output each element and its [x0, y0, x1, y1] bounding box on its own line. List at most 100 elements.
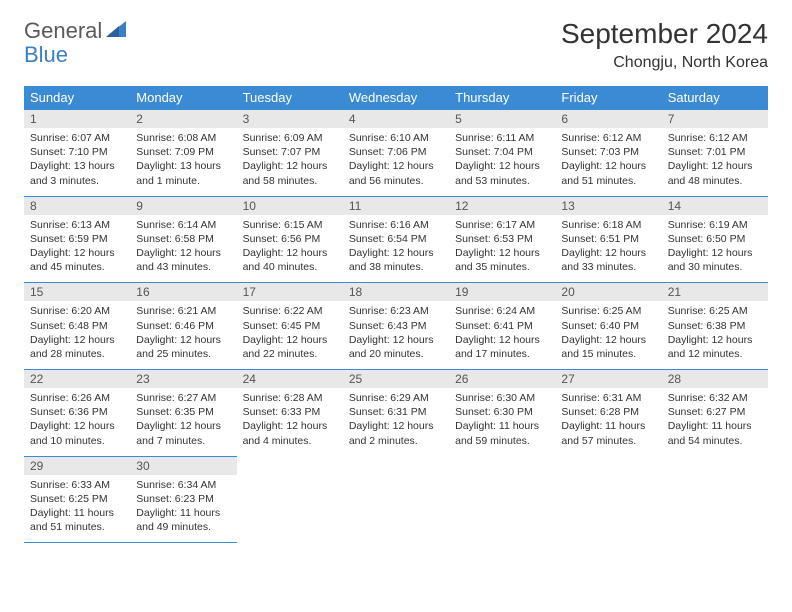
calendar-day-cell: 2Sunrise: 6:08 AMSunset: 7:09 PMDaylight… [130, 110, 236, 197]
sunrise-text: Sunrise: 6:26 AM [30, 391, 124, 405]
calendar-day-cell: 12Sunrise: 6:17 AMSunset: 6:53 PMDayligh… [449, 196, 555, 283]
daylight-text: Daylight: 12 hours and 40 minutes. [243, 246, 337, 274]
calendar-day-cell: .. [555, 456, 661, 543]
sunset-text: Sunset: 7:01 PM [668, 145, 762, 159]
day-number: 22 [24, 370, 130, 388]
day-number: 14 [662, 197, 768, 215]
daylight-text: Daylight: 12 hours and 7 minutes. [136, 419, 230, 447]
weekday-header: Saturday [662, 86, 768, 110]
sunset-text: Sunset: 6:56 PM [243, 232, 337, 246]
sunrise-text: Sunrise: 6:25 AM [668, 304, 762, 318]
day-body: Sunrise: 6:14 AMSunset: 6:58 PMDaylight:… [130, 215, 236, 283]
sunset-text: Sunset: 6:48 PM [30, 319, 124, 333]
sunset-text: Sunset: 7:03 PM [561, 145, 655, 159]
sunset-text: Sunset: 6:38 PM [668, 319, 762, 333]
sunset-text: Sunset: 6:50 PM [668, 232, 762, 246]
title-block: September 2024 Chongju, North Korea [561, 18, 768, 72]
day-body: Sunrise: 6:27 AMSunset: 6:35 PMDaylight:… [130, 388, 236, 456]
calendar-day-cell: 25Sunrise: 6:29 AMSunset: 6:31 PMDayligh… [343, 370, 449, 457]
daylight-text: Daylight: 12 hours and 4 minutes. [243, 419, 337, 447]
day-number: 16 [130, 283, 236, 301]
calendar-week-row: 8Sunrise: 6:13 AMSunset: 6:59 PMDaylight… [24, 196, 768, 283]
calendar-day-cell: 19Sunrise: 6:24 AMSunset: 6:41 PMDayligh… [449, 283, 555, 370]
sunrise-text: Sunrise: 6:11 AM [455, 131, 549, 145]
sunrise-text: Sunrise: 6:17 AM [455, 218, 549, 232]
calendar-day-cell: 22Sunrise: 6:26 AMSunset: 6:36 PMDayligh… [24, 370, 130, 457]
day-body: Sunrise: 6:25 AMSunset: 6:38 PMDaylight:… [662, 301, 768, 369]
day-number: 20 [555, 283, 661, 301]
sunset-text: Sunset: 6:27 PM [668, 405, 762, 419]
sunset-text: Sunset: 6:59 PM [30, 232, 124, 246]
day-number: 24 [237, 370, 343, 388]
calendar-day-cell: 9Sunrise: 6:14 AMSunset: 6:58 PMDaylight… [130, 196, 236, 283]
day-body: Sunrise: 6:12 AMSunset: 7:03 PMDaylight:… [555, 128, 661, 196]
day-body: Sunrise: 6:29 AMSunset: 6:31 PMDaylight:… [343, 388, 449, 456]
sunset-text: Sunset: 7:09 PM [136, 145, 230, 159]
sunset-text: Sunset: 6:28 PM [561, 405, 655, 419]
sunrise-text: Sunrise: 6:25 AM [561, 304, 655, 318]
day-number: 23 [130, 370, 236, 388]
daylight-text: Daylight: 12 hours and 48 minutes. [668, 159, 762, 187]
day-number: 4 [343, 110, 449, 128]
sunrise-text: Sunrise: 6:23 AM [349, 304, 443, 318]
calendar-day-cell: .. [237, 456, 343, 543]
day-body: Sunrise: 6:32 AMSunset: 6:27 PMDaylight:… [662, 388, 768, 456]
daylight-text: Daylight: 11 hours and 49 minutes. [136, 506, 230, 534]
sunrise-text: Sunrise: 6:07 AM [30, 131, 124, 145]
day-body: Sunrise: 6:17 AMSunset: 6:53 PMDaylight:… [449, 215, 555, 283]
sunrise-text: Sunrise: 6:22 AM [243, 304, 337, 318]
day-body: Sunrise: 6:07 AMSunset: 7:10 PMDaylight:… [24, 128, 130, 196]
daylight-text: Daylight: 12 hours and 2 minutes. [349, 419, 443, 447]
day-body: Sunrise: 6:24 AMSunset: 6:41 PMDaylight:… [449, 301, 555, 369]
weekday-header: Sunday [24, 86, 130, 110]
day-body: Sunrise: 6:16 AMSunset: 6:54 PMDaylight:… [343, 215, 449, 283]
sunrise-text: Sunrise: 6:30 AM [455, 391, 549, 405]
sunset-text: Sunset: 6:46 PM [136, 319, 230, 333]
sunset-text: Sunset: 6:25 PM [30, 492, 124, 506]
calendar-day-cell: 27Sunrise: 6:31 AMSunset: 6:28 PMDayligh… [555, 370, 661, 457]
sunrise-text: Sunrise: 6:34 AM [136, 478, 230, 492]
sunrise-text: Sunrise: 6:20 AM [30, 304, 124, 318]
day-number: 11 [343, 197, 449, 215]
calendar-day-cell: 8Sunrise: 6:13 AMSunset: 6:59 PMDaylight… [24, 196, 130, 283]
day-body: Sunrise: 6:15 AMSunset: 6:56 PMDaylight:… [237, 215, 343, 283]
calendar-day-cell: 20Sunrise: 6:25 AMSunset: 6:40 PMDayligh… [555, 283, 661, 370]
daylight-text: Daylight: 11 hours and 51 minutes. [30, 506, 124, 534]
daylight-text: Daylight: 13 hours and 1 minute. [136, 159, 230, 187]
daylight-text: Daylight: 12 hours and 45 minutes. [30, 246, 124, 274]
sunset-text: Sunset: 6:40 PM [561, 319, 655, 333]
day-number: 18 [343, 283, 449, 301]
sunset-text: Sunset: 7:10 PM [30, 145, 124, 159]
calendar-day-cell: 6Sunrise: 6:12 AMSunset: 7:03 PMDaylight… [555, 110, 661, 197]
weekday-header: Tuesday [237, 86, 343, 110]
sunrise-text: Sunrise: 6:33 AM [30, 478, 124, 492]
day-number: 30 [130, 457, 236, 475]
weekday-header: Thursday [449, 86, 555, 110]
daylight-text: Daylight: 11 hours and 59 minutes. [455, 419, 549, 447]
day-number: 15 [24, 283, 130, 301]
day-body: Sunrise: 6:25 AMSunset: 6:40 PMDaylight:… [555, 301, 661, 369]
day-number: 7 [662, 110, 768, 128]
sunrise-text: Sunrise: 6:08 AM [136, 131, 230, 145]
logo: General [24, 18, 128, 44]
sunset-text: Sunset: 6:30 PM [455, 405, 549, 419]
day-body: Sunrise: 6:20 AMSunset: 6:48 PMDaylight:… [24, 301, 130, 369]
logo-text-blue: Blue [24, 42, 68, 67]
day-number: 25 [343, 370, 449, 388]
weekday-header: Friday [555, 86, 661, 110]
day-body: Sunrise: 6:11 AMSunset: 7:04 PMDaylight:… [449, 128, 555, 196]
calendar-day-cell: 24Sunrise: 6:28 AMSunset: 6:33 PMDayligh… [237, 370, 343, 457]
sunset-text: Sunset: 6:33 PM [243, 405, 337, 419]
logo-text-general: General [24, 18, 102, 44]
daylight-text: Daylight: 13 hours and 3 minutes. [30, 159, 124, 187]
sunset-text: Sunset: 7:07 PM [243, 145, 337, 159]
daylight-text: Daylight: 12 hours and 58 minutes. [243, 159, 337, 187]
location: Chongju, North Korea [561, 54, 768, 72]
sunrise-text: Sunrise: 6:14 AM [136, 218, 230, 232]
sunset-text: Sunset: 7:04 PM [455, 145, 549, 159]
day-number: 6 [555, 110, 661, 128]
sunrise-text: Sunrise: 6:32 AM [668, 391, 762, 405]
month-title: September 2024 [561, 18, 768, 50]
day-number: 5 [449, 110, 555, 128]
calendar-day-cell: 16Sunrise: 6:21 AMSunset: 6:46 PMDayligh… [130, 283, 236, 370]
